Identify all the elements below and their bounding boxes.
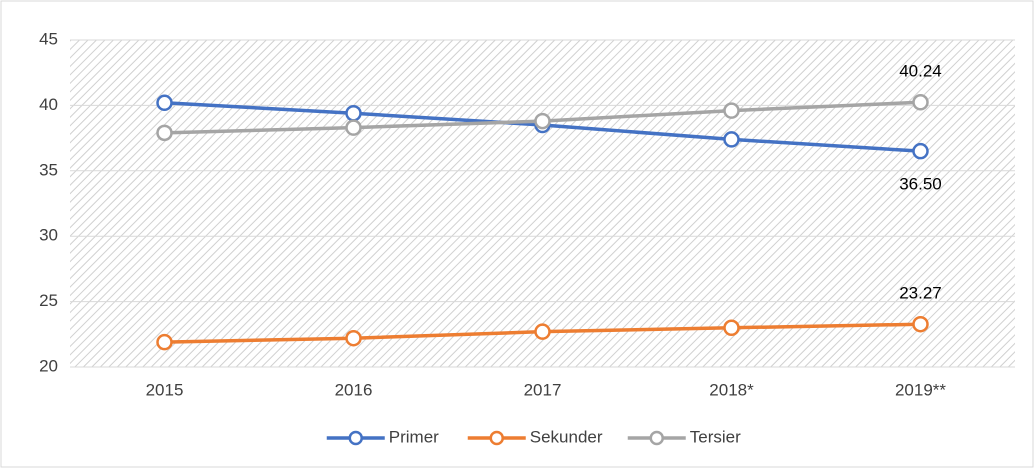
data-label: 36.50 bbox=[899, 175, 942, 194]
legend-label: Primer bbox=[389, 427, 439, 446]
data-point bbox=[534, 323, 551, 340]
data-point bbox=[156, 94, 173, 112]
data-point bbox=[723, 319, 740, 337]
data-point bbox=[723, 131, 740, 148]
legend-marker bbox=[649, 430, 664, 446]
data-point bbox=[912, 94, 929, 111]
data-point bbox=[534, 112, 551, 130]
y-tick-label: 45 bbox=[39, 29, 58, 48]
data-point bbox=[723, 102, 740, 119]
legend-label: Tersier bbox=[690, 427, 741, 446]
plot-area bbox=[70, 40, 1015, 367]
legend-marker bbox=[489, 430, 504, 446]
y-tick-label: 30 bbox=[39, 226, 58, 245]
y-tick-label: 35 bbox=[39, 160, 58, 179]
data-point bbox=[345, 329, 362, 347]
x-tick-label: 2017 bbox=[524, 380, 562, 399]
legend-marker bbox=[348, 430, 363, 446]
data-label: 23.27 bbox=[899, 284, 942, 303]
data-point bbox=[345, 104, 362, 122]
data-point bbox=[912, 142, 929, 160]
y-tick-label: 40 bbox=[39, 95, 58, 114]
x-tick-label: 2018* bbox=[709, 380, 754, 399]
x-tick-label: 2016 bbox=[335, 380, 373, 399]
x-tick-label: 2019** bbox=[895, 380, 946, 399]
data-label: 40.24 bbox=[899, 62, 942, 81]
data-point bbox=[345, 119, 362, 136]
y-tick-label: 20 bbox=[39, 356, 58, 375]
legend-label: Sekunder bbox=[530, 427, 603, 446]
data-point bbox=[156, 333, 173, 351]
x-tick-label: 2015 bbox=[146, 380, 184, 399]
y-tick-label: 25 bbox=[39, 291, 58, 310]
data-point bbox=[912, 315, 929, 333]
data-point bbox=[156, 124, 173, 142]
